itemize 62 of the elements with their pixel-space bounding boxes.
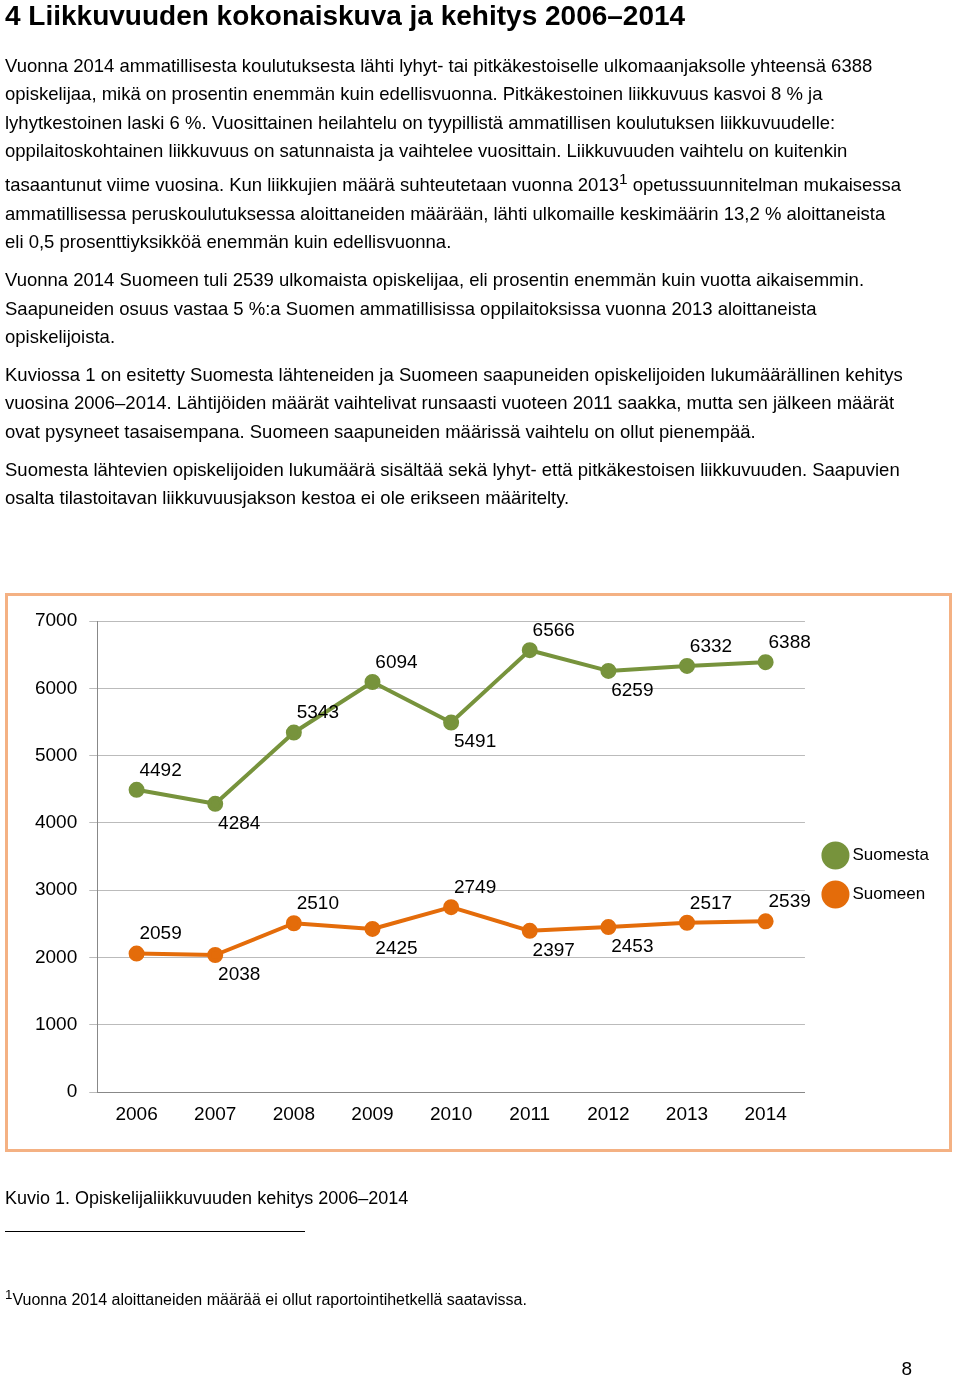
data-label: 4492	[139, 758, 182, 780]
x-tick-label: 2014	[744, 1102, 788, 1124]
x-tick-label: 2012	[587, 1102, 630, 1124]
point	[443, 899, 460, 916]
data-label: 2038	[218, 962, 261, 984]
y-tick-label: 3000	[34, 878, 78, 900]
point	[364, 673, 381, 690]
point	[285, 915, 302, 932]
text: $^{1}$Vuonna 2014 aloittaneiden määrää ei ollut raportointihetkellä saatavissa.	[5, 1287, 527, 1310]
y-tick-label: 6000	[34, 676, 78, 698]
text: 8	[901, 1358, 912, 1380]
point	[600, 662, 617, 679]
x-tick-label: 2006	[115, 1102, 158, 1124]
x-tick-label: 2013	[665, 1102, 709, 1124]
data-label: 2425	[375, 936, 418, 958]
y-tick-label: 1000	[34, 1013, 78, 1035]
data-label: 4284	[218, 811, 261, 833]
text: Suomesta lähtevien opiskelijoiden lukumäärä sisältää sekä lyhyt- että pitkäkestoisen liikkuvuuden. Saapuvien osalta tilastoitavan liikkuvuusjakson kestoa ei ole erikseen määritelty.	[5, 458, 901, 511]
point	[521, 922, 538, 939]
point	[757, 654, 774, 671]
text: Vuonna 2014 ammatillisesta koulutuksesta lähti lyhyt- tai pitkäkestoiselle ulkomaanjaksolle yhteensä 6388 opiskelijaa, mikä on prosentin enemmän kuin edellisvuonna. Pitkäkestoinen liikkuvuus kasvoi 8 % ja lyhytkestoinen laski 6 %. Vuosittainen heilahtelu on tyypillistä ammatillisen koulutuksen liikkuvuudelle: oppilaitoskohtainen liikkuvuus on satunnaista ja vaihtelee vuosittain. Liikkuvuuden vaihtelu on kuitenkin tasaantunut viime vuosina. Kun liikkujien määrä suhteutetaan vuonna 2013$^{1}$ opetussuunnitelman mukaisessa ammatillisessa peruskoulutuksessa aloittaneiden määrään, lähti ulkomaille keskimäärin 13,2 % aloittaneista eli 0,5 prosenttiyksikköä enemmän kuin edellisvuonna.	[5, 55, 902, 252]
data-label: 2749	[453, 875, 497, 897]
point	[364, 920, 381, 937]
point	[207, 947, 224, 964]
data-label: 6259	[611, 678, 654, 700]
x-tick-label: 2007	[194, 1102, 237, 1124]
data-label: 5491	[453, 730, 497, 752]
data-label: 2517	[689, 891, 733, 913]
y-tick-label: 7000	[34, 609, 78, 631]
data-label: 2453	[611, 934, 654, 956]
legend-label: Suomesta	[852, 845, 930, 865]
text: Vuonna 2014 Suomeen tuli 2539 ulkomaista opiskelijaa, eli prosentin enemmän kuin vuotta aikaisemmin. Saapuneiden osuus vastaa 5 %:a Suomen ammatillisissa oppilaitoksissa vuonna 2013 aloittaneista opiskelijoista.	[5, 268, 866, 349]
y-tick-label: 4000	[34, 811, 78, 833]
x-tick-label: 2010	[429, 1102, 473, 1124]
data-label: 6388	[768, 630, 811, 652]
data-label: 6566	[532, 618, 575, 640]
point	[757, 913, 774, 930]
data-label: 6332	[689, 634, 733, 656]
text: Kuvio 1. Opiskelijaliikkuvuuden kehitys 2006–2014	[5, 1188, 409, 1209]
x-tick-label: 2008	[272, 1102, 315, 1124]
y-tick-label: 5000	[34, 743, 78, 765]
y-tick-label: 2000	[34, 945, 78, 967]
point	[128, 781, 145, 798]
data-label: 2397	[532, 938, 575, 960]
x-tick-label: 2011	[509, 1102, 551, 1124]
legend-label: Suomeen	[852, 884, 926, 904]
point	[285, 724, 302, 741]
text: Kuviossa 1 on esitetty Suomesta lähteneiden ja Suomeen saapuneiden opiskelijoiden lukumäärällinen kehitys vuosina 2006–2014. Lähtijöiden määrät vaihtelivat runsaasti vuoteen 2011 saakka, mutta sen jälkeen määrät ovat pysyneet tasaisempana. Suomeen saapuneiden määrissä vaihtelu on ollut pienempää.	[5, 363, 904, 444]
chart-title: 4 Liikkuvuuden kokonaiskuva ja kehitys 2006–2014	[5, 0, 686, 32]
point	[679, 914, 696, 931]
x-tick-label: 2009	[351, 1102, 394, 1124]
point	[443, 714, 460, 731]
data-label: 6094	[375, 650, 419, 672]
point	[679, 657, 696, 674]
point	[521, 642, 538, 659]
data-label: 2510	[296, 891, 339, 913]
point	[207, 795, 224, 812]
point	[600, 919, 617, 936]
y-tick-label: 0	[66, 1080, 78, 1102]
data-label: 2539	[768, 890, 811, 912]
data-label: 2059	[139, 922, 182, 944]
point	[128, 945, 145, 962]
